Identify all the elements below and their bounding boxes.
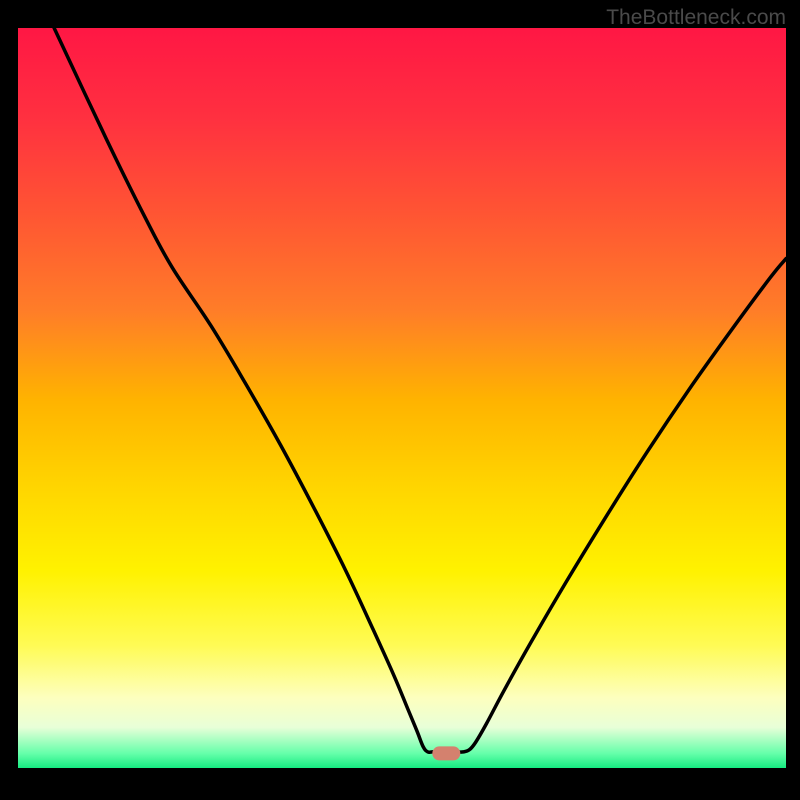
optimal-marker bbox=[432, 746, 460, 760]
gradient-background bbox=[14, 28, 786, 772]
watermark-text: TheBottleneck.com bbox=[606, 6, 786, 30]
bottleneck-chart bbox=[14, 28, 786, 772]
chart-svg bbox=[14, 28, 786, 772]
